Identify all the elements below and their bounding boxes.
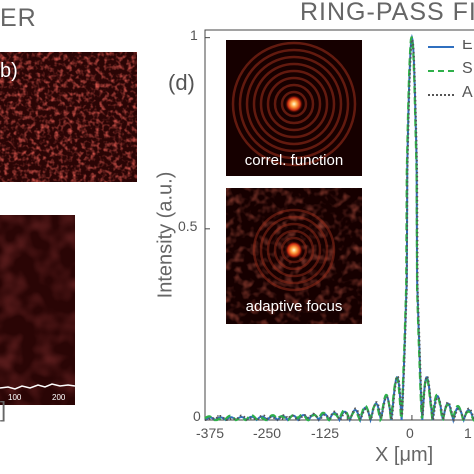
inset-caption-adaptive: adaptive focus bbox=[245, 298, 343, 315]
panel-label-b: b) bbox=[0, 60, 18, 82]
series-line-e bbox=[204, 33, 474, 424]
x-tick-neg250: -250 bbox=[253, 425, 282, 441]
profile-line bbox=[0, 383, 75, 390]
inset-correlation-function: correl. function bbox=[226, 40, 362, 176]
legend-label-e: E bbox=[462, 40, 473, 53]
legend-label-s: S bbox=[462, 60, 473, 77]
legend-swatch-s bbox=[428, 70, 454, 72]
y-tick-1: 1 bbox=[190, 27, 198, 43]
legend-swatch-a bbox=[428, 94, 454, 96]
speckle-image-b: b) bbox=[0, 52, 137, 182]
left-axis-label-fragment: ] bbox=[0, 397, 7, 422]
inset-adaptive-focus: adaptive focus bbox=[226, 188, 362, 324]
y-tick-0: 0 bbox=[193, 408, 201, 424]
tick-200: 200 bbox=[52, 393, 66, 402]
legend-swatch-e bbox=[428, 46, 454, 48]
x-axis-title: X [μm] bbox=[375, 444, 434, 466]
y-tick-0-5: 0.5 bbox=[178, 218, 198, 234]
left-panel-header: ER bbox=[0, 4, 37, 32]
tick-100: 100 bbox=[8, 393, 22, 402]
panel-label-d: (d) bbox=[168, 70, 195, 95]
series-line-s bbox=[204, 36, 474, 423]
legend-label-a: A bbox=[462, 84, 473, 101]
x-tick-neg375: -375 bbox=[196, 425, 225, 441]
x-tick-neg125: -125 bbox=[311, 425, 340, 441]
x-tick-125-partial: 1 bbox=[464, 425, 472, 441]
right-panel-header: RING-PASS FIL bbox=[300, 0, 474, 26]
adaptive-focus-rings bbox=[226, 188, 362, 324]
series-line-a bbox=[205, 37, 474, 424]
plot-frame bbox=[204, 29, 474, 421]
speckle-pattern bbox=[0, 52, 137, 182]
correlation-rings bbox=[226, 40, 362, 176]
dark-image-bottom-left: 100 200 bbox=[0, 215, 75, 405]
legend: E S A bbox=[428, 40, 474, 130]
x-tick-0: 0 bbox=[406, 425, 414, 441]
dark-texture bbox=[0, 215, 75, 405]
inset-caption-correl: correl. function bbox=[244, 152, 344, 169]
